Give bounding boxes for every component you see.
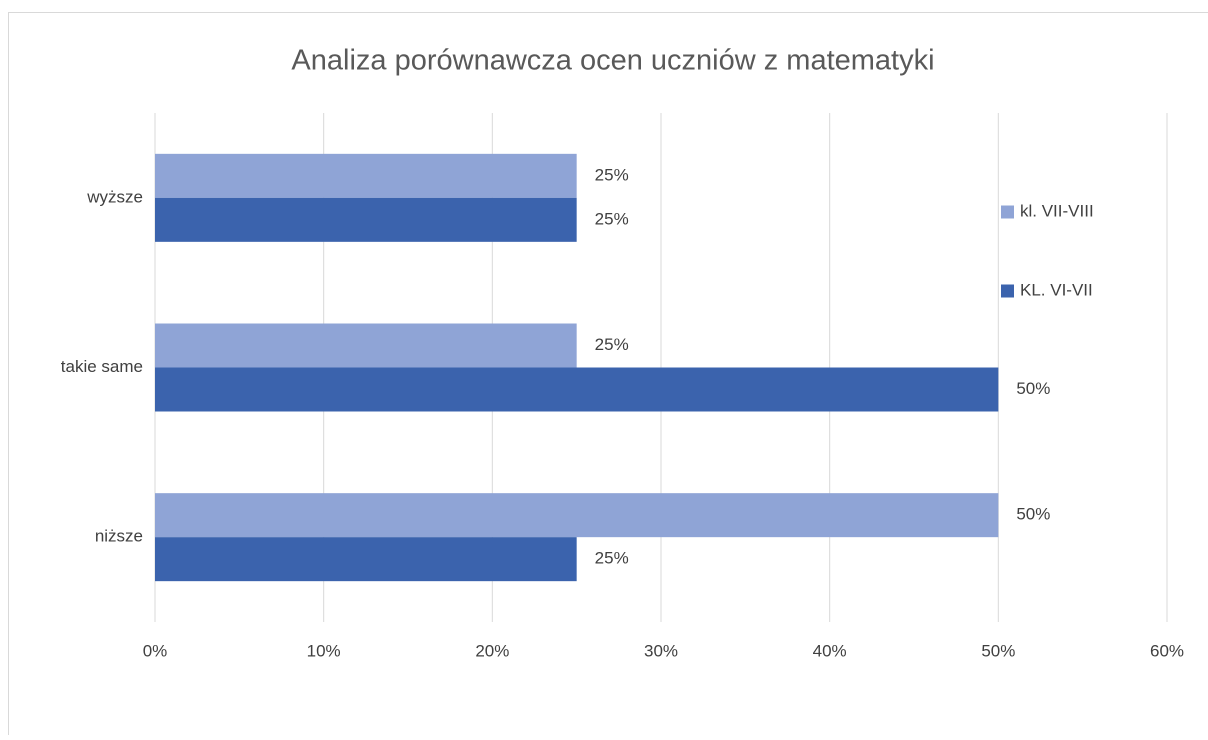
bar xyxy=(155,154,577,198)
x-tick-label: 30% xyxy=(644,641,678,660)
data-label: 50% xyxy=(1016,379,1050,398)
data-label: 25% xyxy=(595,209,629,228)
legend-swatch xyxy=(1001,206,1014,219)
data-label: 25% xyxy=(595,165,629,184)
x-tick-label: 0% xyxy=(143,641,168,660)
data-label: 25% xyxy=(595,549,629,568)
x-tick-label: 60% xyxy=(1150,641,1184,660)
chart-title: Analiza porównawcza ocen uczniów z matem… xyxy=(291,45,934,77)
x-tick-label: 10% xyxy=(307,641,341,660)
x-tick-label: 40% xyxy=(813,641,847,660)
legend-label: KL. VI-VII xyxy=(1020,280,1093,299)
data-label: 50% xyxy=(1016,505,1050,524)
y-tick-label: niższe xyxy=(95,527,143,546)
bar xyxy=(155,198,577,242)
x-tick-label: 50% xyxy=(981,641,1015,660)
y-tick-label: takie same xyxy=(61,357,143,376)
bar xyxy=(155,493,998,537)
bar xyxy=(155,324,577,368)
data-label: 25% xyxy=(595,335,629,354)
legend-swatch xyxy=(1001,285,1014,298)
x-tick-label: 20% xyxy=(475,641,509,660)
y-tick-label: wyższe xyxy=(86,187,143,206)
bar xyxy=(155,368,998,412)
legend-label: kl. VII-VIII xyxy=(1020,201,1094,220)
bar xyxy=(155,537,577,581)
